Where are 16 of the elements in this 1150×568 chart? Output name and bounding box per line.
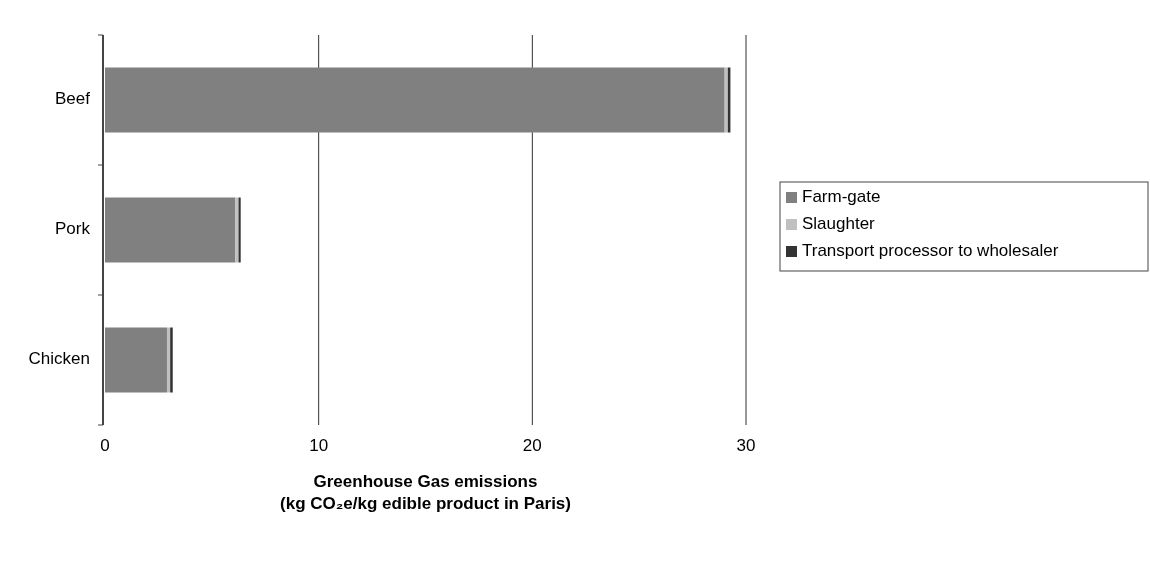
bar [170, 327, 173, 393]
x-tick-label: 10 [309, 436, 329, 455]
x-axis-title: Greenhouse Gas emissions (kg CO₂e/kg edible product in Paris) [280, 472, 571, 513]
x-tick-label: 30 [736, 436, 756, 455]
y-tick-label: Chicken [28, 349, 90, 369]
legend-label: Slaughter [802, 214, 876, 234]
bar [105, 67, 725, 133]
bar [105, 327, 167, 393]
x-tick-label: 20 [522, 436, 542, 455]
y-tick-label: Beef [55, 89, 91, 109]
legend-label: Transport processor to wholesaler [802, 241, 1059, 261]
bar [166, 327, 171, 393]
bar [105, 197, 236, 263]
y-tick-label: Pork [55, 219, 91, 239]
x-tick-label: 0 [100, 436, 110, 455]
legend-label: Farm-gate [802, 187, 881, 207]
